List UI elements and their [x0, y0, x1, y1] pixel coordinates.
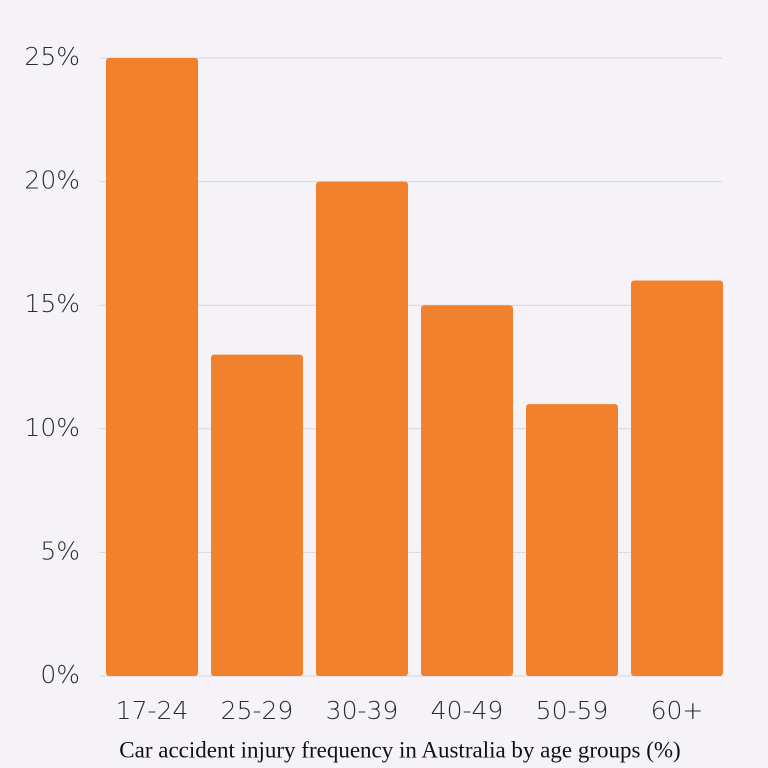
bar	[631, 280, 723, 676]
x-tick-label: 60+	[651, 696, 704, 725]
y-tick-label: 5%	[40, 536, 80, 565]
x-tick-label: 17-24	[116, 696, 189, 725]
y-tick-label: 20%	[24, 166, 80, 195]
x-tick-label: 40-49	[431, 696, 504, 725]
bar	[526, 404, 618, 676]
x-tick-label: 25-29	[221, 696, 294, 725]
x-tick-label: 30-39	[326, 696, 399, 725]
bar	[421, 305, 513, 676]
x-tick-label: 50-59	[536, 696, 609, 725]
y-tick-label: 15%	[24, 289, 80, 318]
y-tick-label: 10%	[24, 413, 80, 442]
x-axis-title: Car accident injury frequency in Austral…	[119, 737, 680, 762]
y-tick-label: 0%	[40, 660, 80, 689]
y-tick-label: 25%	[24, 42, 80, 71]
bar	[211, 354, 303, 676]
bar	[106, 58, 198, 676]
bar	[316, 181, 408, 676]
